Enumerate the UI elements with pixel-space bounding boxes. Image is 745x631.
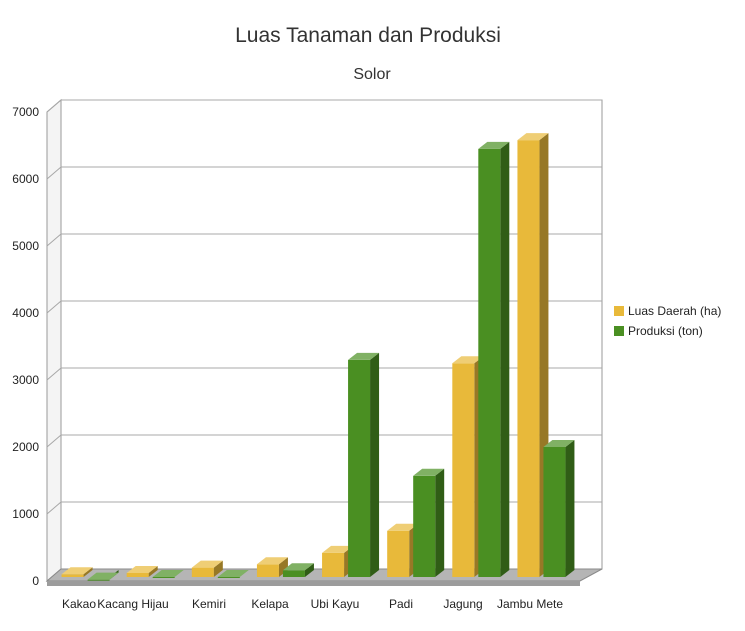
bar-side [148, 565, 158, 577]
y-tick-label: 6000 [12, 172, 39, 186]
bar-top [152, 569, 184, 577]
bar-produksi-ton-padi [413, 468, 445, 577]
bar-side [304, 563, 314, 577]
bar-front [282, 570, 305, 577]
bar-luas-daerah-ha-kakao [61, 567, 93, 577]
bars [61, 133, 575, 581]
bar-front [217, 576, 240, 578]
gridline [46, 99, 602, 113]
legend-label-luas-daerah: Luas Daerah (ha) [628, 304, 721, 318]
bar-front [152, 576, 175, 578]
gridline [46, 434, 602, 448]
chart-subtitle: Solor [353, 66, 391, 83]
bar-front [348, 359, 371, 577]
bar-top [126, 565, 158, 573]
bar-top [217, 569, 249, 577]
x-axis-labels: Kakao Kacang Hijau Kemiri Kelapa Ubi Kayu Pad… [62, 597, 563, 611]
legend-swatch-luas-daerah [614, 306, 624, 316]
bar-produksi-ton-kacang-hijau [152, 569, 184, 578]
bar-front [61, 574, 84, 577]
legend-label-produksi: Produksi (ton) [628, 324, 703, 338]
bar-top [191, 560, 223, 568]
x-label-kelapa: Kelapa [251, 597, 289, 611]
bar-front [87, 579, 110, 581]
bar-side [213, 560, 223, 577]
legend-swatch-produksi [614, 326, 624, 336]
bar-side [278, 557, 288, 577]
bar-front [191, 567, 214, 577]
bar-front [256, 564, 279, 577]
bar-top [348, 352, 380, 360]
bar-produksi-ton-jambu-mete [543, 440, 575, 577]
plot-walls [45, 98, 603, 586]
left-wall [46, 98, 62, 583]
y-tick-label: 1000 [12, 507, 39, 521]
bar-top [413, 468, 445, 476]
y-tick-label: 2000 [12, 440, 39, 454]
bar-front [126, 572, 149, 577]
bar-top [478, 141, 510, 149]
y-axis-ticks: 0 1000 2000 3000 4000 5000 6000 7000 [12, 105, 39, 588]
x-label-kakao: Kakao [62, 597, 96, 611]
y-tick-label: 7000 [12, 105, 39, 119]
x-label-kacang-hijau: Kacang Hijau [97, 597, 168, 611]
x-label-jambu-mete: Jambu Mete [497, 597, 563, 611]
y-tick-label: 0 [32, 574, 39, 588]
bar-side [500, 141, 510, 577]
bar-luas-daerah-ha-kelapa [256, 557, 288, 577]
bar-front [543, 447, 566, 577]
floor-front-edge [47, 581, 580, 586]
y-tick-label: 5000 [12, 239, 39, 253]
bar-front [452, 363, 475, 577]
bar-side [370, 352, 380, 577]
chart-title: Luas Tanaman dan Produksi [235, 24, 501, 47]
bar-produksi-ton-kakao [87, 570, 119, 581]
x-label-kemiri: Kemiri [192, 597, 226, 611]
legend: Luas Daerah (ha) Produksi (ton) [614, 304, 721, 338]
bar-luas-daerah-ha-kacang-hijau [126, 565, 158, 577]
gridlines [46, 99, 602, 515]
bar-produksi-ton-jagung [478, 141, 510, 577]
bar-front [478, 148, 501, 577]
gridline [46, 300, 602, 314]
bar-top [87, 572, 119, 580]
bar-side [83, 567, 93, 577]
bar-produksi-ton-kemiri [217, 569, 249, 578]
x-label-jagung: Jagung [443, 597, 482, 611]
bar-top [543, 440, 575, 447]
bar-produksi-ton-ubi-kayu [348, 352, 380, 577]
bar-side [435, 468, 445, 577]
x-label-padi: Padi [389, 597, 413, 611]
y-tick-label: 4000 [12, 306, 39, 320]
bar-top [387, 523, 419, 531]
bar-front [413, 475, 436, 577]
bar-produksi-ton-kelapa [282, 563, 314, 577]
gridline [46, 233, 602, 247]
bar-top [517, 133, 549, 141]
bar-luas-daerah-ha-kemiri [191, 560, 223, 577]
x-label-ubi-kayu: Ubi Kayu [311, 597, 360, 611]
gridline [46, 367, 602, 381]
gridline [46, 166, 602, 180]
bar-side [565, 440, 575, 577]
bar-top [282, 563, 314, 571]
bar-top [322, 545, 354, 553]
bar-top [61, 567, 93, 575]
bar-side [174, 569, 184, 577]
bar-front [517, 140, 540, 577]
bar-top [452, 356, 484, 364]
bar-front [322, 552, 345, 577]
bar-front [387, 530, 410, 577]
bar-top [256, 557, 288, 565]
y-tick-label: 3000 [12, 373, 39, 387]
back-wall [60, 99, 603, 570]
bar-side [239, 569, 249, 577]
